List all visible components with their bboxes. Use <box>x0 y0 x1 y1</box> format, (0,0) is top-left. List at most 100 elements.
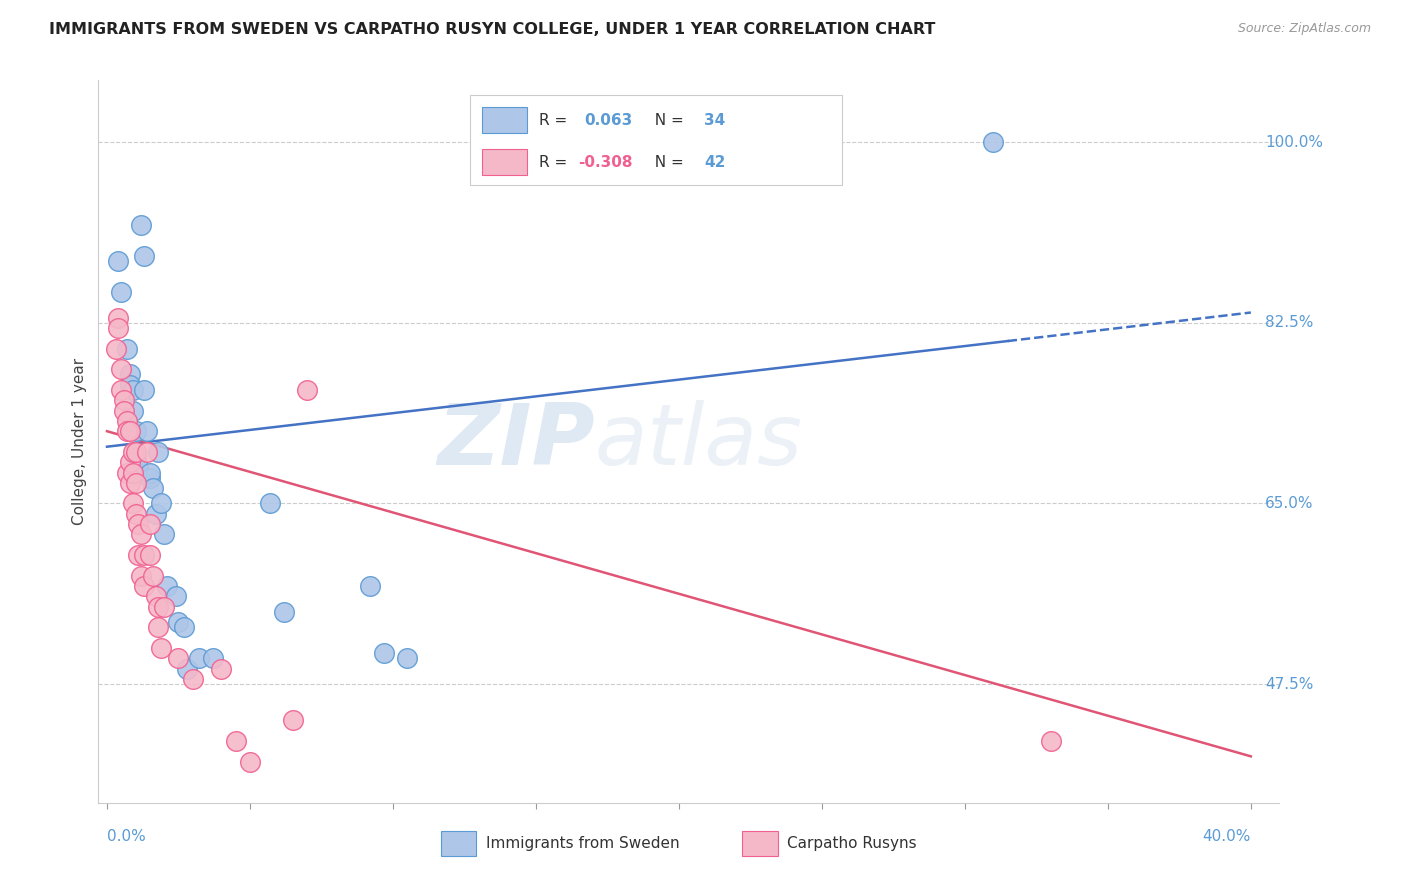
Point <box>121 466 143 480</box>
Point <box>112 393 135 408</box>
Point <box>173 620 195 634</box>
Point <box>124 424 146 438</box>
Point <box>396 651 419 665</box>
Point <box>134 579 156 593</box>
Text: R =: R = <box>538 112 576 128</box>
Point <box>131 218 153 232</box>
Point <box>107 310 129 325</box>
Point <box>115 424 138 438</box>
Point <box>983 135 1005 149</box>
Point <box>136 445 159 459</box>
Point <box>134 249 156 263</box>
Text: N =: N = <box>645 112 689 128</box>
Point <box>281 713 304 727</box>
Point <box>107 321 129 335</box>
Point <box>181 672 204 686</box>
Point <box>134 383 156 397</box>
Text: 0.0%: 0.0% <box>107 829 146 844</box>
Point <box>225 734 247 748</box>
FancyBboxPatch shape <box>441 831 477 855</box>
Point <box>373 646 395 660</box>
Point <box>209 662 232 676</box>
Point <box>110 362 132 376</box>
Point <box>359 579 381 593</box>
Point <box>118 377 141 392</box>
Point <box>121 496 143 510</box>
Point <box>153 599 176 614</box>
Text: IMMIGRANTS FROM SWEDEN VS CARPATHO RUSYN COLLEGE, UNDER 1 YEAR CORRELATION CHART: IMMIGRANTS FROM SWEDEN VS CARPATHO RUSYN… <box>49 22 935 37</box>
Point <box>118 455 141 469</box>
FancyBboxPatch shape <box>482 150 527 176</box>
Point <box>1039 734 1062 748</box>
Point <box>187 651 209 665</box>
Point <box>142 568 165 582</box>
Point <box>142 481 165 495</box>
Text: 65.0%: 65.0% <box>1265 496 1313 511</box>
Point <box>121 383 143 397</box>
Point <box>131 527 153 541</box>
Point <box>118 424 141 438</box>
FancyBboxPatch shape <box>482 107 527 133</box>
Point <box>148 620 170 634</box>
Text: 47.5%: 47.5% <box>1265 677 1313 691</box>
Text: atlas: atlas <box>595 400 803 483</box>
Point <box>110 285 132 299</box>
Point <box>115 342 138 356</box>
Point <box>201 651 224 665</box>
Text: ZIP: ZIP <box>437 400 595 483</box>
Point <box>110 383 132 397</box>
Text: N =: N = <box>645 155 689 170</box>
Point <box>139 466 162 480</box>
Text: Carpatho Rusyns: Carpatho Rusyns <box>787 836 917 851</box>
Point <box>239 755 262 769</box>
Point <box>139 471 162 485</box>
Point <box>156 579 179 593</box>
Point <box>136 424 159 438</box>
Text: 0.063: 0.063 <box>583 112 633 128</box>
Text: -0.308: -0.308 <box>578 155 633 170</box>
Point <box>115 414 138 428</box>
Point <box>127 460 149 475</box>
Point <box>259 496 281 510</box>
Point <box>127 548 149 562</box>
Text: Source: ZipAtlas.com: Source: ZipAtlas.com <box>1237 22 1371 36</box>
Point <box>112 403 135 417</box>
Point <box>115 466 138 480</box>
Point <box>167 615 190 630</box>
Point <box>124 450 146 464</box>
Point <box>124 445 146 459</box>
Text: Immigrants from Sweden: Immigrants from Sweden <box>486 836 679 851</box>
Text: 100.0%: 100.0% <box>1265 135 1323 150</box>
Point <box>139 548 162 562</box>
Point <box>118 475 141 490</box>
Text: 40.0%: 40.0% <box>1202 829 1251 844</box>
Point <box>121 445 143 459</box>
Text: R =: R = <box>538 155 572 170</box>
Point <box>145 507 167 521</box>
Point <box>118 368 141 382</box>
Point <box>104 342 127 356</box>
Point <box>176 662 198 676</box>
Text: 42: 42 <box>704 155 725 170</box>
Point <box>150 640 173 655</box>
FancyBboxPatch shape <box>471 95 842 185</box>
Point <box>107 254 129 268</box>
Point <box>131 568 153 582</box>
Point <box>295 383 318 397</box>
Point <box>165 590 187 604</box>
Point <box>124 475 146 490</box>
Point <box>121 403 143 417</box>
Point <box>139 517 162 532</box>
Point <box>148 445 170 459</box>
Point <box>145 590 167 604</box>
Point <box>148 599 170 614</box>
FancyBboxPatch shape <box>742 831 778 855</box>
Y-axis label: College, Under 1 year: College, Under 1 year <box>72 358 87 525</box>
Point <box>150 496 173 510</box>
Point <box>153 527 176 541</box>
Text: 34: 34 <box>704 112 725 128</box>
Point <box>134 548 156 562</box>
Point <box>273 605 295 619</box>
Point <box>127 517 149 532</box>
Point <box>124 507 146 521</box>
